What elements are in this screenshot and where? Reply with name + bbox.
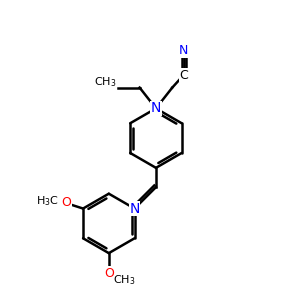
Text: H$_3$C: H$_3$C [36,194,59,208]
Text: N: N [129,202,140,216]
Text: N: N [151,101,161,116]
Text: O: O [104,266,114,280]
Text: CH$_3$: CH$_3$ [113,273,136,287]
Text: CH$_3$: CH$_3$ [94,75,117,89]
Text: O: O [61,196,71,208]
Text: C: C [179,69,188,82]
Text: N: N [179,44,188,57]
